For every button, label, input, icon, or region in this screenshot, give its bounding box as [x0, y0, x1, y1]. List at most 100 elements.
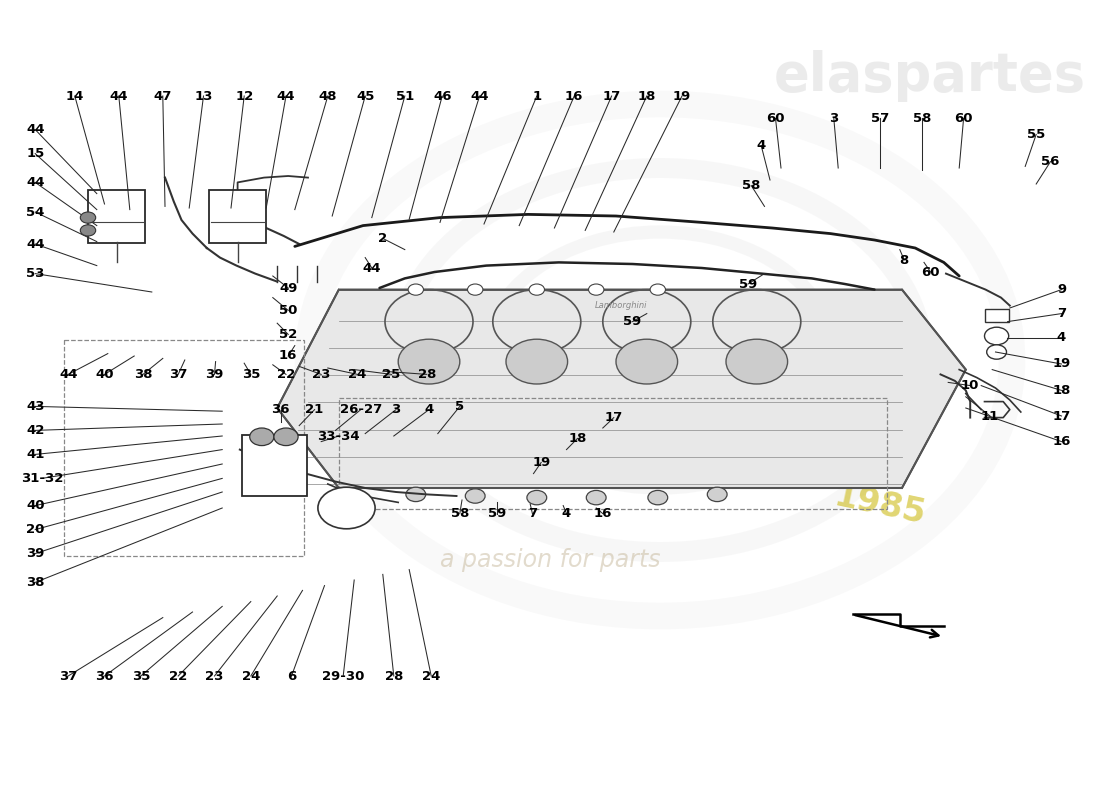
Text: 14: 14 [66, 90, 84, 102]
Text: 23: 23 [206, 670, 223, 682]
Circle shape [527, 490, 547, 505]
Circle shape [506, 339, 568, 384]
Text: 19: 19 [1053, 358, 1070, 370]
Text: 6: 6 [287, 670, 296, 682]
Circle shape [274, 428, 298, 446]
Text: 58: 58 [742, 179, 760, 192]
Text: 59: 59 [624, 315, 641, 328]
Text: 43: 43 [26, 400, 44, 413]
Text: 18: 18 [1053, 384, 1070, 397]
Text: 44: 44 [26, 123, 44, 136]
Text: 46: 46 [433, 90, 451, 102]
Text: 44: 44 [110, 90, 128, 102]
Text: 7: 7 [528, 507, 537, 520]
Text: 24: 24 [242, 670, 260, 682]
Text: 5: 5 [455, 400, 464, 413]
Text: 15: 15 [26, 147, 44, 160]
Text: 55: 55 [1027, 128, 1045, 141]
Text: 38: 38 [26, 576, 44, 589]
Text: 44: 44 [471, 90, 488, 102]
Text: 60: 60 [922, 266, 939, 278]
Circle shape [616, 339, 678, 384]
Bar [339, 398, 887, 509]
Text: 17: 17 [1053, 410, 1070, 422]
Text: 42: 42 [26, 424, 44, 437]
Text: 2: 2 [378, 232, 387, 245]
Circle shape [80, 225, 96, 236]
Circle shape [650, 284, 666, 295]
Text: 4: 4 [757, 139, 766, 152]
Text: 48: 48 [319, 90, 337, 102]
Circle shape [408, 284, 424, 295]
FancyBboxPatch shape [88, 190, 145, 243]
Text: 24: 24 [422, 670, 440, 682]
Circle shape [529, 284, 544, 295]
Text: 38: 38 [134, 368, 152, 381]
Text: 39: 39 [206, 368, 223, 381]
Text: 25: 25 [383, 368, 400, 381]
Text: 10: 10 [961, 379, 979, 392]
Text: 13: 13 [195, 90, 212, 102]
Text: 1: 1 [532, 90, 541, 102]
Text: 29-30: 29-30 [322, 670, 364, 682]
Text: 36: 36 [96, 670, 113, 682]
Circle shape [468, 284, 483, 295]
Text: 18: 18 [569, 432, 586, 445]
Circle shape [465, 489, 485, 503]
Text: 17: 17 [605, 411, 623, 424]
Text: 35: 35 [242, 368, 260, 381]
Text: 4: 4 [1057, 331, 1066, 344]
Circle shape [726, 339, 788, 384]
Text: 56: 56 [1042, 155, 1059, 168]
Text: 40: 40 [96, 368, 113, 381]
Text: 28: 28 [385, 670, 403, 682]
Text: 9: 9 [1057, 283, 1066, 296]
Text: 24: 24 [349, 368, 366, 381]
Text: 22: 22 [277, 368, 295, 381]
Text: 12: 12 [235, 90, 253, 102]
Text: 31-32: 31-32 [21, 472, 63, 485]
Circle shape [318, 487, 375, 529]
Text: Lamborghini: Lamborghini [595, 301, 648, 310]
Text: 44: 44 [363, 262, 381, 274]
Circle shape [398, 339, 460, 384]
Text: 44: 44 [26, 238, 44, 250]
Text: 7: 7 [1057, 307, 1066, 320]
Text: 39: 39 [26, 547, 44, 560]
Text: 40: 40 [26, 499, 44, 512]
Text: 19: 19 [532, 456, 550, 469]
Text: 59: 59 [739, 278, 757, 290]
Text: 47: 47 [154, 90, 172, 102]
Circle shape [80, 212, 96, 223]
Text: 44: 44 [26, 176, 44, 189]
Text: 4: 4 [562, 507, 571, 520]
Text: 60: 60 [767, 112, 784, 125]
Text: a passion for parts: a passion for parts [440, 548, 660, 572]
Text: elaspartes: elaspartes [773, 50, 1086, 102]
Text: 41: 41 [26, 448, 44, 461]
Text: 16: 16 [279, 350, 297, 362]
Circle shape [250, 428, 274, 446]
Text: 37: 37 [169, 368, 187, 381]
Bar [984, 309, 1009, 322]
FancyBboxPatch shape [242, 435, 307, 496]
Text: 58: 58 [913, 112, 931, 125]
Text: 50: 50 [279, 304, 297, 317]
Text: 60: 60 [955, 112, 972, 125]
Text: 59: 59 [488, 507, 506, 520]
Text: 49: 49 [279, 282, 297, 294]
Text: 53: 53 [26, 267, 44, 280]
Circle shape [984, 327, 1009, 345]
Text: 21: 21 [306, 403, 323, 416]
Text: 19: 19 [673, 90, 691, 102]
Text: 57: 57 [871, 112, 889, 125]
Polygon shape [277, 290, 966, 488]
Text: 18: 18 [638, 90, 656, 102]
Text: 20: 20 [26, 523, 44, 536]
Circle shape [707, 487, 727, 502]
Text: 3: 3 [829, 112, 838, 125]
Text: 45: 45 [356, 90, 374, 102]
Text: 16: 16 [1053, 435, 1070, 448]
Circle shape [987, 345, 1007, 359]
Text: 3: 3 [392, 403, 400, 416]
